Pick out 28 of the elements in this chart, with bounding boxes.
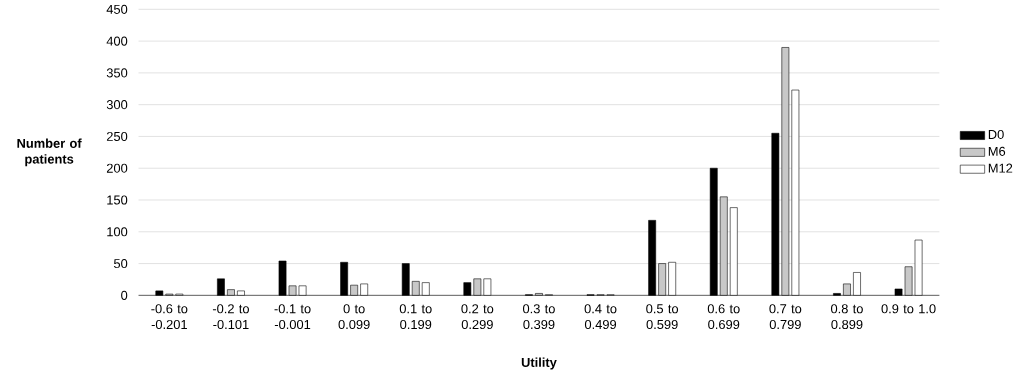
x-tick-label: -0.1 to -0.001: [274, 304, 311, 329]
legend-label: D0: [988, 129, 1004, 139]
y-tick-label: 100: [107, 227, 128, 237]
x-axis-title: Utility: [521, 357, 557, 370]
x-tick-label: 0.6 to 0.699: [707, 304, 740, 329]
x-tick-label: 0.8 to 0.899: [831, 304, 863, 329]
y-tick-label: 250: [106, 131, 128, 141]
x-tick-label: -0.6 to -0.201: [151, 304, 188, 329]
x-tick-label: 0.7 to 0.799: [769, 304, 802, 329]
y-tick-label: 50: [113, 258, 128, 268]
x-tick-label: -0.2 to -0.101: [212, 304, 249, 329]
legend-label: M12: [988, 163, 1013, 173]
y-axis-title: Number of patients: [17, 138, 82, 167]
x-tick-label: 0.2 to 0.299: [461, 304, 494, 329]
y-tick-label: 200: [106, 163, 128, 173]
legend-label: M6: [988, 146, 1006, 156]
y-tick-label: 350: [106, 68, 128, 78]
y-tick-label: 450: [106, 4, 128, 14]
x-tick-label: 0.9 to 1.0: [881, 304, 936, 314]
y-tick-label: 0: [121, 290, 128, 300]
x-tick-label: 0.1 to 0.199: [399, 304, 432, 329]
x-tick-label: 0.5 to 0.599: [646, 304, 679, 329]
y-tick-label: 400: [106, 36, 128, 46]
x-tick-label: 0.3 to 0.399: [522, 304, 555, 329]
x-tick-label: 0.4 to 0.499: [584, 304, 617, 329]
x-tick-label: 0 to 0.099: [338, 304, 370, 329]
y-tick-label: 150: [107, 195, 128, 205]
y-tick-label: 300: [106, 99, 128, 110]
